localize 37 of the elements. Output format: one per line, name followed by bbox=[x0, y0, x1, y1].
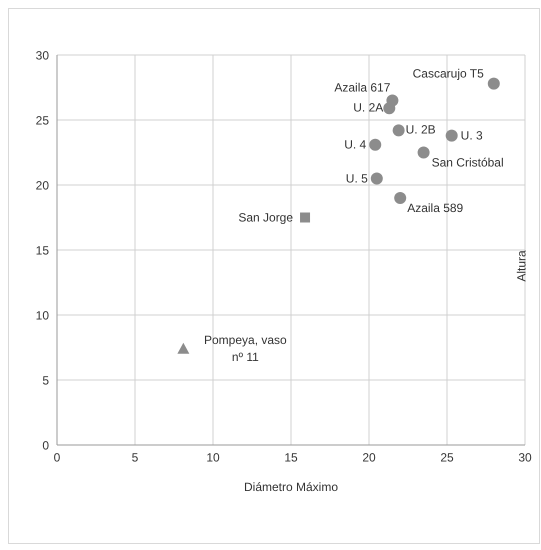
point bbox=[300, 212, 310, 222]
annotation: U. 4 bbox=[344, 138, 367, 152]
annotation: San Jorge bbox=[238, 210, 294, 224]
point bbox=[383, 102, 396, 114]
point bbox=[394, 192, 406, 204]
y-tick-label: 25 bbox=[36, 113, 50, 128]
y-tick-label: 20 bbox=[36, 178, 50, 192]
y-tick-label: 5 bbox=[42, 373, 50, 388]
x-tick-label: 30 bbox=[518, 450, 532, 465]
x-tick-label: 5 bbox=[132, 450, 139, 465]
point bbox=[418, 146, 430, 158]
y-tick-label: 15 bbox=[36, 243, 50, 258]
annotation: Azaila 589 bbox=[407, 201, 464, 215]
x-tick-label: 10 bbox=[206, 450, 220, 465]
y-tick-label: 0 bbox=[42, 438, 50, 452]
point bbox=[488, 78, 500, 90]
y-axis-title: Altura bbox=[514, 250, 528, 282]
annotation: San Cristóbal bbox=[432, 156, 504, 170]
x-tick-label: 20 bbox=[362, 450, 376, 465]
annotation: Azaila 617 bbox=[334, 80, 391, 94]
annotation: U. 2A bbox=[353, 100, 384, 114]
annotation: Pompeya, vaso nº 11 bbox=[204, 332, 288, 364]
annotation: U. 2B bbox=[406, 122, 436, 136]
point bbox=[370, 172, 383, 184]
point bbox=[392, 124, 405, 136]
annotation: Cascarujo T5 bbox=[412, 66, 484, 81]
point bbox=[446, 130, 458, 142]
x-tick-label: 0 bbox=[54, 450, 61, 465]
point bbox=[177, 342, 190, 354]
x-tick-label: 15 bbox=[284, 450, 298, 465]
annotation: U. 5 bbox=[346, 172, 368, 186]
annotation: U. 3 bbox=[460, 128, 484, 143]
y-tick-label: 10 bbox=[36, 308, 50, 322]
x-tick-label: 25 bbox=[440, 450, 454, 465]
y-tick-label: 30 bbox=[36, 48, 50, 62]
x-axis-title: Diámetro Máximo bbox=[244, 480, 338, 494]
point bbox=[369, 138, 382, 151]
